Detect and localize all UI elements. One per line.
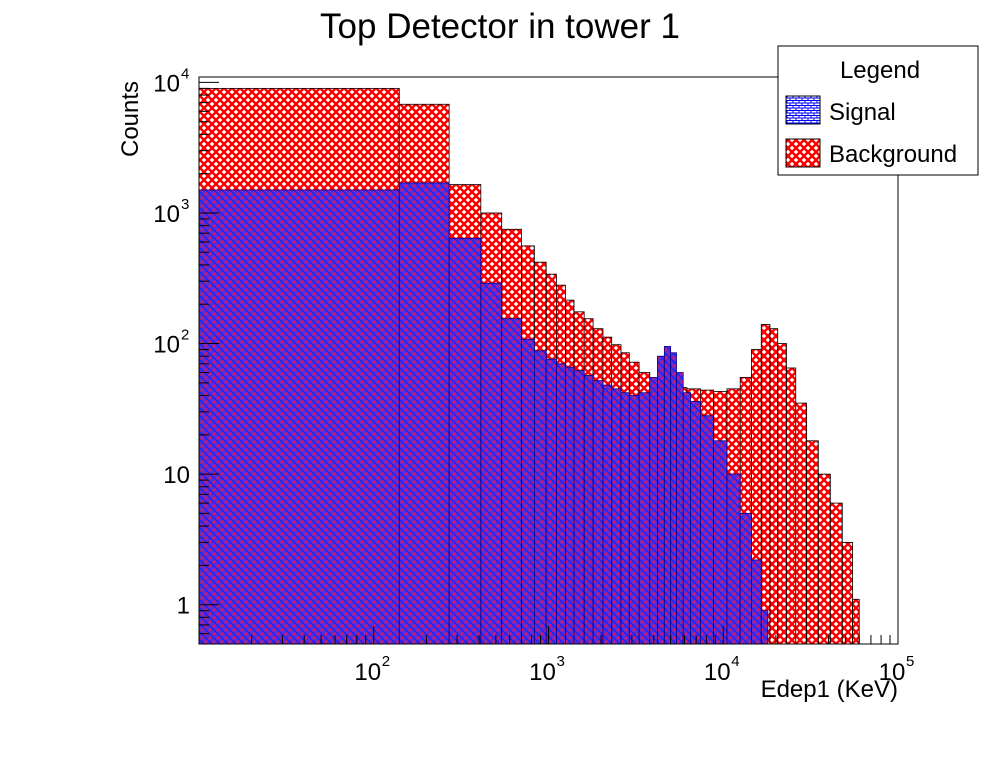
signal-bin-16 <box>628 395 640 644</box>
signal-bin-6 <box>533 350 547 644</box>
chart-title: Top Detector in tower 1 <box>320 7 680 46</box>
y-axis-label: Counts <box>117 81 144 157</box>
signal-bin-15 <box>620 392 630 644</box>
x-axis-label: Edep1 (KeV) <box>761 676 898 703</box>
y-tick-label-4: 10 <box>153 70 180 97</box>
background-bin-31 <box>795 402 808 644</box>
signal-bin-27 <box>726 473 741 644</box>
signal-bin-11 <box>583 375 594 644</box>
signal-bin-25 <box>699 415 714 644</box>
signal-bin-4 <box>501 318 522 644</box>
signal-bin-7 <box>545 358 557 644</box>
signal-bin-18 <box>649 377 658 644</box>
signal-bin-0 <box>199 189 400 644</box>
signal-bin-2 <box>448 237 482 644</box>
signal-bin-17 <box>638 392 651 644</box>
background-bin-34 <box>829 502 843 644</box>
signal-bin-23 <box>682 392 691 644</box>
legend-swatch-signal <box>785 95 821 125</box>
legend-label-background: Background <box>829 141 957 168</box>
x-tick-exp-3: 5 <box>906 653 914 670</box>
signal-bin-21 <box>670 352 677 644</box>
y-tick-label-3: 10 <box>153 201 180 228</box>
signal-bin-20 <box>663 346 672 644</box>
legend: Legend Signal Background <box>777 45 979 176</box>
background-bin-32 <box>806 440 819 644</box>
x-tick-exp-0: 2 <box>382 653 390 670</box>
x-tick-label-2: 10 <box>704 659 731 686</box>
y-tick-exp-3: 3 <box>181 196 189 213</box>
signal-bin-9 <box>565 366 575 644</box>
background-bin-27 <box>760 324 771 644</box>
signal-bin-30 <box>760 610 769 644</box>
signal-bin-5 <box>521 338 535 644</box>
background-bin-35 <box>841 541 854 644</box>
background-bin-30 <box>786 367 797 644</box>
x-tick-label-0: 10 <box>354 659 381 686</box>
signal-bin-8 <box>556 363 566 644</box>
signal-bin-29 <box>751 559 762 644</box>
y-tick-exp-4: 4 <box>181 65 189 82</box>
signal-bin-12 <box>592 380 604 644</box>
x-tick-label-1: 10 <box>529 659 556 686</box>
signal-bin-24 <box>690 401 701 644</box>
signal-series <box>199 182 769 644</box>
signal-bin-13 <box>602 384 613 644</box>
y-tick-label-1: 10 <box>163 462 190 489</box>
y-tick-label-0: 1 <box>177 593 190 620</box>
background-bin-36 <box>852 598 860 644</box>
signal-bin-1 <box>398 182 450 644</box>
background-bin-29 <box>777 343 787 644</box>
signal-bin-22 <box>676 372 684 644</box>
x-tick-label-3: 10 <box>879 659 906 686</box>
y-tick-label-2: 10 <box>153 332 180 359</box>
signal-bin-14 <box>611 388 622 644</box>
legend-swatch-background <box>785 138 821 168</box>
legend-label-signal: Signal <box>829 99 896 126</box>
background-bin-33 <box>817 473 831 644</box>
x-tick-exp-1: 3 <box>557 653 565 670</box>
background-bin-28 <box>769 328 779 644</box>
signal-bin-28 <box>739 513 752 644</box>
signal-bin-10 <box>573 370 585 644</box>
signal-bin-26 <box>713 440 728 644</box>
signal-bin-19 <box>657 355 665 644</box>
x-tick-exp-2: 4 <box>731 653 739 670</box>
signal-bin-3 <box>480 282 503 644</box>
legend-title: Legend <box>840 57 920 84</box>
y-tick-exp-2: 2 <box>181 327 189 344</box>
